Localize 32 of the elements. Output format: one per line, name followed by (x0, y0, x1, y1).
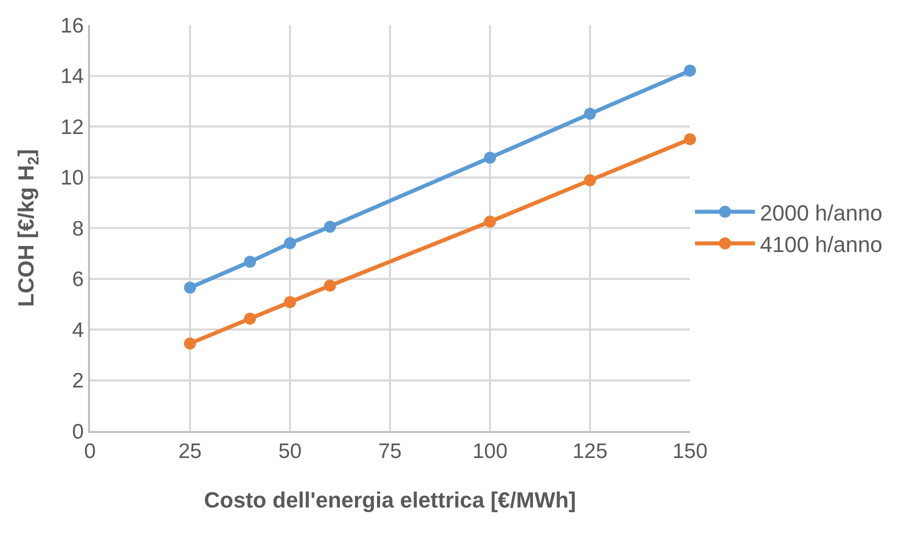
x-tick-label: 125 (572, 440, 608, 464)
point (484, 216, 496, 228)
point (244, 256, 256, 268)
point (284, 296, 296, 308)
point (684, 64, 696, 77)
y-tick-label: 10 (60, 166, 84, 190)
y-tick-label: 14 (60, 65, 84, 88)
y-tick-label: 0 (72, 420, 84, 444)
x-tick-label: 50 (278, 440, 302, 464)
point (244, 312, 256, 325)
legend-label: 4100 h/anno (760, 232, 882, 257)
point (184, 337, 196, 350)
point (584, 174, 596, 186)
point (584, 108, 596, 120)
y-tick-label: 6 (72, 268, 84, 292)
point (184, 282, 196, 294)
x-tick-label: 25 (178, 440, 202, 464)
y-tick-label: 4 (72, 318, 84, 342)
point (484, 152, 496, 164)
point (684, 133, 696, 146)
point (324, 280, 336, 292)
legend-label: 2000 h/anno (760, 200, 882, 226)
y-tick-label: 2 (72, 370, 84, 393)
point (324, 220, 336, 233)
y-tick-label: 16 (60, 14, 84, 38)
y-tick-label: 12 (60, 116, 84, 139)
x-axis-title: Costo dell'energia elettrica [€/MWh] (204, 488, 576, 513)
x-tick-label: 75 (378, 440, 402, 464)
point (284, 237, 296, 250)
y-tick-label: 8 (72, 217, 84, 240)
x-tick-label: 100 (472, 440, 508, 464)
x-tick-label: 150 (672, 440, 708, 464)
